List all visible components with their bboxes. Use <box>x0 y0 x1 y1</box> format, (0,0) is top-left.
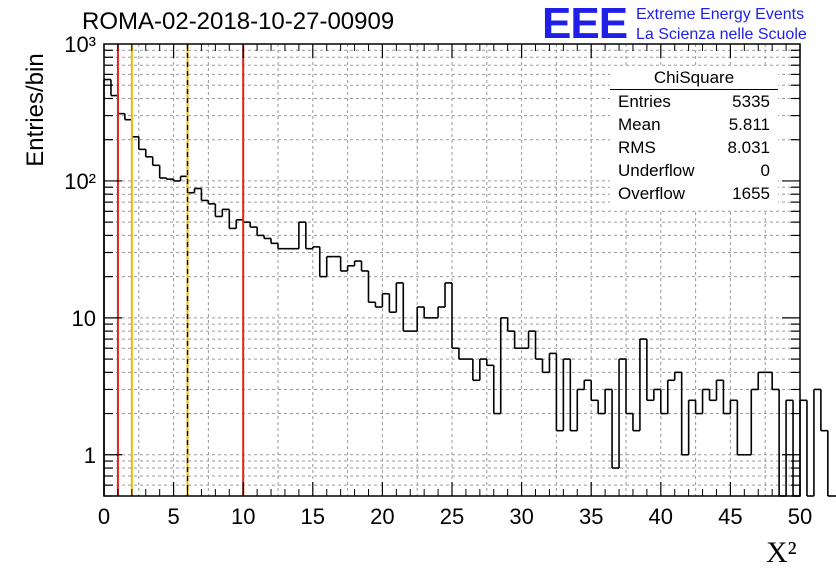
stats-value: 1655 <box>732 184 770 203</box>
stats-value: 0 <box>760 161 770 180</box>
stats-label: RMS <box>618 138 656 157</box>
x-tick-label: 40 <box>649 504 673 529</box>
x-tick-label: 50 <box>788 504 812 529</box>
x-axis-label: X² <box>766 536 797 569</box>
x-tick-label: 30 <box>509 504 533 529</box>
reference-lines <box>116 44 245 496</box>
stats-label: Entries <box>618 92 671 111</box>
x-tick-label: 35 <box>579 504 603 529</box>
stats-value: 8.031 <box>727 138 770 157</box>
stats-value: 5.811 <box>728 115 770 134</box>
y-axis-label: Entries/bin <box>22 53 49 167</box>
y-tick-label: 1 <box>84 443 96 468</box>
stats-row-overflow: Overflow 1655 <box>618 184 770 206</box>
stats-title: ChiSquare <box>653 68 735 87</box>
logo-mark: EEE <box>542 0 628 48</box>
tick-labels: 0 5 10 15 20 25 30 35 40 45 50 1 10 10² 10³ <box>64 32 812 529</box>
stats-separator <box>610 89 778 90</box>
stats-row-entries: Entries 5335 <box>618 92 770 114</box>
stats-box: ChiSquare Entries 5335 Mean 5.811 RMS 8.… <box>610 66 778 210</box>
x-tick-label: 0 <box>98 504 110 529</box>
axis-ticks <box>103 44 801 497</box>
x-tick-label: 20 <box>370 504 394 529</box>
y-tick-label: 10 <box>72 306 96 331</box>
y-tick-label: 10² <box>64 169 96 194</box>
grid-lines <box>104 44 800 496</box>
x-tick-label: 45 <box>718 504 742 529</box>
x-tick-label: 10 <box>231 504 255 529</box>
x-tick-label: 5 <box>167 504 179 529</box>
logo-line-2: La Scienza nelle Scuole <box>636 26 807 43</box>
y-tick-label: 10³ <box>64 32 96 57</box>
logo-line-1: Extreme Energy Events <box>636 6 805 23</box>
stats-row-rms: RMS 8.031 <box>618 138 770 160</box>
x-tick-label: 15 <box>301 504 325 529</box>
stats-row-underflow: Underflow 0 <box>618 161 770 183</box>
stats-label: Overflow <box>618 184 686 203</box>
stats-label: Mean <box>618 115 661 134</box>
run-title: ROMA-02-2018-10-27-00909 <box>82 8 395 35</box>
stats-row-mean: Mean 5.811 <box>618 115 770 137</box>
x-tick-label: 25 <box>440 504 464 529</box>
stats-label: Underflow <box>618 161 695 180</box>
stats-value: 5335 <box>732 92 770 111</box>
